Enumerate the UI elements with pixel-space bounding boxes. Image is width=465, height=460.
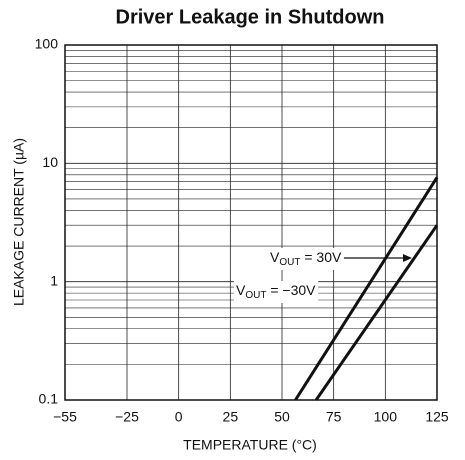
x-tick-label: −55 bbox=[53, 409, 77, 425]
annotation-sub: OUT bbox=[279, 257, 300, 268]
y-tick-label: 1 bbox=[50, 272, 58, 288]
x-axis-label: TEMPERATURE (°C) bbox=[183, 437, 317, 453]
y-tick-label: 0.1 bbox=[39, 391, 59, 407]
series-line bbox=[314, 224, 439, 401]
x-tick-label: 25 bbox=[223, 409, 239, 425]
x-tick-label: 75 bbox=[326, 409, 342, 425]
annotation-bg bbox=[234, 281, 319, 303]
arrow-head bbox=[403, 254, 412, 262]
x-tick-label: 125 bbox=[425, 409, 449, 425]
x-tick-label: −25 bbox=[115, 409, 139, 425]
annotation-main: V bbox=[270, 249, 280, 265]
annotation-bg bbox=[268, 248, 344, 270]
y-tick-label: 10 bbox=[42, 154, 58, 170]
annotation-rest: = 30V bbox=[300, 249, 342, 265]
annotation: VOUT = 30V bbox=[270, 249, 342, 268]
x-tick-label: 50 bbox=[274, 409, 290, 425]
x-tick-label: 100 bbox=[374, 409, 398, 425]
series-line bbox=[294, 176, 439, 401]
y-axis-label: LEAKAGE CURRENT (µA) bbox=[11, 138, 27, 306]
annotation: VOUT = −30V bbox=[236, 282, 316, 301]
annotation-sub: OUT bbox=[245, 290, 266, 301]
chart-title: Driver Leakage in Shutdown bbox=[116, 6, 385, 28]
x-tick-label: 0 bbox=[175, 409, 183, 425]
annotation-main: V bbox=[236, 282, 246, 298]
plot-frame bbox=[64, 44, 438, 401]
annotation-rest: = −30V bbox=[266, 282, 316, 298]
y-tick-label: 100 bbox=[35, 36, 59, 52]
